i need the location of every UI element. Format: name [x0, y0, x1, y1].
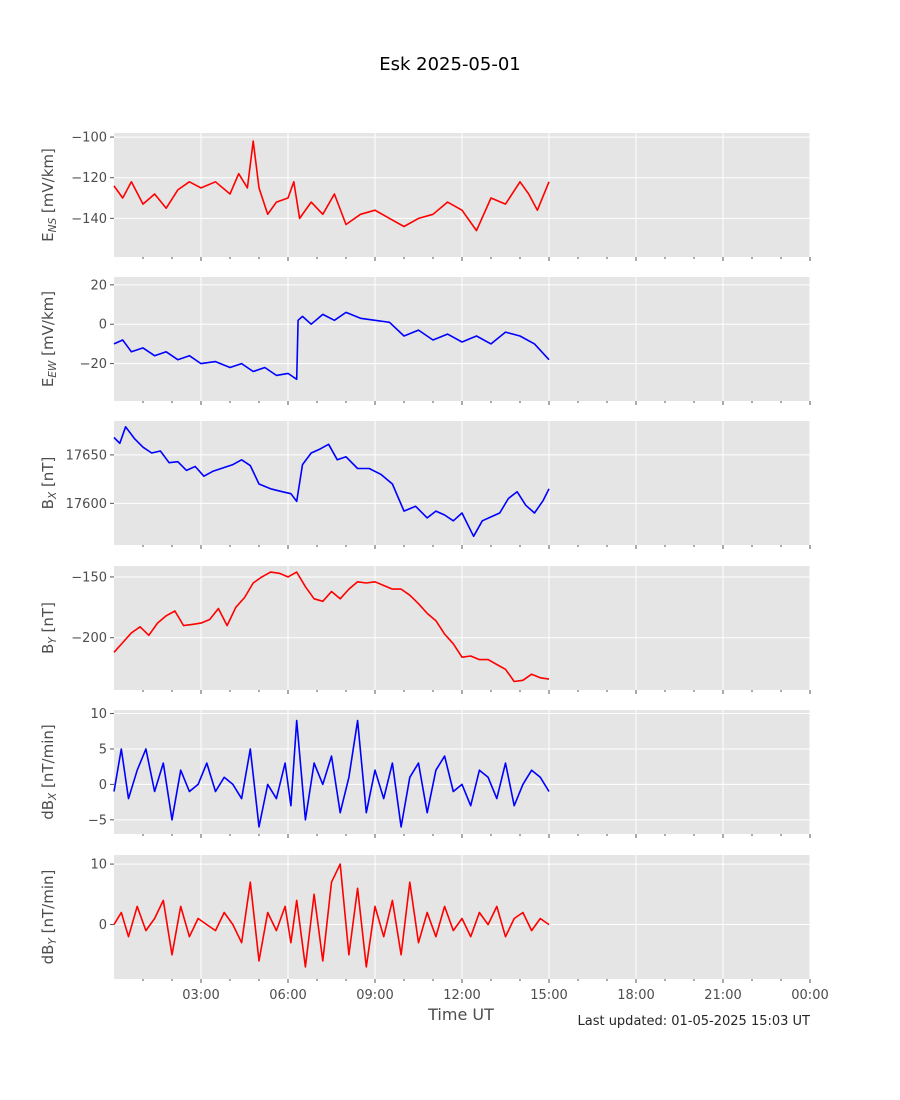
y-axis-label: ENS [mV/km] — [39, 148, 59, 242]
y-tick-label: 5 — [99, 742, 107, 757]
panels: −100 −120 −140 ENS [mV/km] 20 0 −20 EEW [mV/km]… — [39, 131, 811, 983]
x-tick-label: 09:00 — [356, 988, 393, 1003]
y-tick-label: 17600 — [66, 497, 107, 512]
y-axis-label: dBX [nT/min] — [39, 724, 59, 820]
y-tick-label: 0 — [99, 318, 107, 333]
panel-4: −150 −200 BY [nT] — [39, 566, 811, 694]
panel-5: 10 5 0 −5 dBX [nT/min] — [39, 707, 811, 838]
panel-2: 20 0 −20 EEW [mV/km] — [39, 277, 811, 405]
x-tick-label: 06:00 — [269, 988, 306, 1003]
series-line — [113, 425, 550, 538]
x-tick-label: 00:00 — [791, 988, 828, 1003]
panel-1: −100 −120 −140 ENS [mV/km] — [39, 131, 811, 261]
series-line — [113, 863, 550, 968]
y-tick-label: 0 — [99, 778, 107, 793]
x-tick-label: 21:00 — [704, 988, 741, 1003]
y-tick-label: −100 — [71, 131, 107, 146]
x-tick-label: 15:00 — [530, 988, 567, 1003]
series-line — [113, 571, 550, 683]
y-tick-label: 17650 — [66, 448, 107, 463]
x-tick-label: 12:00 — [443, 988, 480, 1003]
y-axis-label: BX [nT] — [39, 457, 59, 510]
y-tick-label: −120 — [71, 171, 107, 186]
series-line — [113, 140, 550, 232]
panel-3: 17650 17600 BX [nT] — [39, 421, 811, 549]
y-tick-label: 20 — [90, 278, 107, 293]
y-tick-label: −140 — [71, 212, 107, 227]
y-tick-label: 0 — [99, 918, 107, 933]
x-tick-label: 03:00 — [182, 988, 219, 1003]
y-tick-label: −20 — [80, 357, 107, 372]
y-axis-label: BY [nT] — [39, 602, 59, 654]
x-axis: 03:00 06:00 09:00 12:00 15:00 18:00 21:00 00:00 — [182, 988, 828, 1003]
x-tick-label: 18:00 — [617, 988, 654, 1003]
y-tick-label: 10 — [90, 707, 107, 722]
y-tick-label: −150 — [71, 570, 107, 585]
y-tick-label: −200 — [71, 631, 107, 646]
series-line — [113, 311, 550, 381]
y-axis-label: dBY [nT/min] — [39, 870, 59, 965]
y-tick-label: −5 — [88, 813, 107, 828]
panel-6: 10 0 dBY [nT/min] — [39, 855, 811, 983]
series-line — [113, 719, 550, 828]
figure-title: Esk 2025-05-01 — [379, 54, 521, 75]
y-axis-label: EEW [mV/km] — [39, 291, 59, 387]
x-axis-label: Time UT — [427, 1005, 494, 1024]
last-updated-note: Last updated: 01-05-2025 15:03 UT — [577, 1014, 810, 1029]
y-tick-label: 10 — [90, 858, 107, 873]
